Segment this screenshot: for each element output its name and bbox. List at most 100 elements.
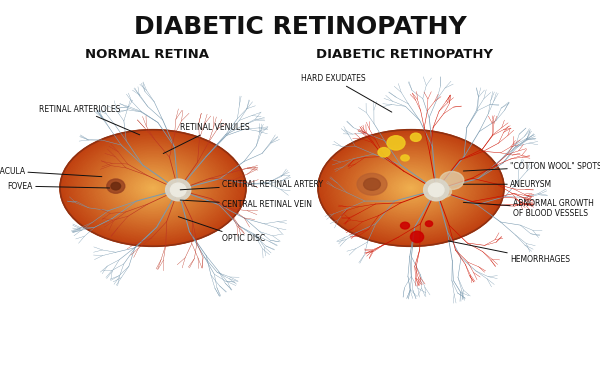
Ellipse shape xyxy=(85,145,221,231)
Ellipse shape xyxy=(383,170,439,205)
Ellipse shape xyxy=(386,173,436,203)
Ellipse shape xyxy=(86,146,220,230)
Ellipse shape xyxy=(347,148,475,228)
Ellipse shape xyxy=(356,154,466,222)
Ellipse shape xyxy=(145,183,161,193)
Ellipse shape xyxy=(395,178,427,198)
Ellipse shape xyxy=(118,166,188,210)
Ellipse shape xyxy=(104,158,202,218)
Ellipse shape xyxy=(152,187,154,189)
Text: ABNORMAL GROWTH
OF BLOOD VESSELS: ABNORMAL GROWTH OF BLOOD VESSELS xyxy=(463,199,594,218)
Ellipse shape xyxy=(109,160,197,216)
Ellipse shape xyxy=(166,179,191,201)
Ellipse shape xyxy=(350,150,472,226)
Ellipse shape xyxy=(348,149,474,227)
Ellipse shape xyxy=(368,161,454,215)
Text: DIABETIC RETINOPATHY: DIABETIC RETINOPATHY xyxy=(134,15,466,39)
Ellipse shape xyxy=(360,156,462,220)
Ellipse shape xyxy=(428,183,444,197)
Ellipse shape xyxy=(79,141,227,235)
Ellipse shape xyxy=(131,174,175,202)
Ellipse shape xyxy=(170,183,186,197)
Ellipse shape xyxy=(371,163,451,213)
Ellipse shape xyxy=(329,137,493,239)
Ellipse shape xyxy=(116,165,190,211)
Ellipse shape xyxy=(91,149,215,227)
Ellipse shape xyxy=(400,181,422,195)
Ellipse shape xyxy=(126,171,180,205)
Ellipse shape xyxy=(70,136,236,240)
Ellipse shape xyxy=(367,160,455,216)
Ellipse shape xyxy=(364,178,380,190)
Ellipse shape xyxy=(128,173,178,203)
Ellipse shape xyxy=(373,164,449,212)
Ellipse shape xyxy=(401,182,421,194)
Ellipse shape xyxy=(390,175,432,201)
Ellipse shape xyxy=(362,158,460,218)
Ellipse shape xyxy=(381,169,441,207)
Ellipse shape xyxy=(407,186,415,190)
Ellipse shape xyxy=(133,176,173,200)
Ellipse shape xyxy=(404,183,418,193)
Text: "COTTON WOOL" SPOTS: "COTTON WOOL" SPOTS xyxy=(463,162,600,171)
Ellipse shape xyxy=(325,134,497,242)
Ellipse shape xyxy=(401,222,409,229)
Ellipse shape xyxy=(144,182,162,194)
Ellipse shape xyxy=(61,130,245,246)
Ellipse shape xyxy=(343,145,479,231)
Ellipse shape xyxy=(440,171,464,190)
Ellipse shape xyxy=(359,155,463,221)
Ellipse shape xyxy=(340,144,482,232)
Ellipse shape xyxy=(130,173,176,203)
Ellipse shape xyxy=(98,154,208,222)
Ellipse shape xyxy=(353,152,469,224)
Ellipse shape xyxy=(132,175,174,201)
Ellipse shape xyxy=(68,135,238,241)
Ellipse shape xyxy=(88,147,218,229)
Ellipse shape xyxy=(398,180,424,196)
Ellipse shape xyxy=(107,159,199,217)
Ellipse shape xyxy=(337,141,485,235)
Ellipse shape xyxy=(103,157,203,219)
Ellipse shape xyxy=(81,143,225,233)
Ellipse shape xyxy=(388,173,434,203)
Ellipse shape xyxy=(143,182,163,194)
Ellipse shape xyxy=(66,133,240,243)
Text: NORMAL RETINA: NORMAL RETINA xyxy=(85,48,209,61)
Ellipse shape xyxy=(391,176,431,200)
Ellipse shape xyxy=(380,168,442,208)
Ellipse shape xyxy=(333,139,489,237)
Ellipse shape xyxy=(65,133,241,243)
Ellipse shape xyxy=(62,131,244,245)
Ellipse shape xyxy=(341,144,481,232)
Text: MACULA: MACULA xyxy=(0,167,102,177)
Ellipse shape xyxy=(73,138,233,238)
Ellipse shape xyxy=(357,173,387,195)
Ellipse shape xyxy=(127,172,179,204)
Ellipse shape xyxy=(384,171,438,205)
Ellipse shape xyxy=(82,144,224,232)
Text: FOVEA: FOVEA xyxy=(8,182,110,191)
Ellipse shape xyxy=(94,151,212,225)
Text: OPTIC DISC: OPTIC DISC xyxy=(178,217,265,243)
Ellipse shape xyxy=(378,148,390,157)
Ellipse shape xyxy=(410,231,424,243)
Ellipse shape xyxy=(331,138,491,238)
Ellipse shape xyxy=(146,183,160,193)
Ellipse shape xyxy=(119,167,187,209)
Ellipse shape xyxy=(354,152,468,224)
Text: ANEURYSM: ANEURYSM xyxy=(463,180,552,189)
Ellipse shape xyxy=(89,148,217,228)
Ellipse shape xyxy=(115,164,191,212)
Ellipse shape xyxy=(124,170,182,206)
Ellipse shape xyxy=(137,178,169,198)
Ellipse shape xyxy=(80,142,226,234)
Ellipse shape xyxy=(70,136,236,241)
Ellipse shape xyxy=(397,179,425,197)
Ellipse shape xyxy=(134,176,172,200)
Ellipse shape xyxy=(67,134,239,242)
Ellipse shape xyxy=(424,179,449,201)
Ellipse shape xyxy=(376,166,446,210)
Ellipse shape xyxy=(122,168,184,208)
Ellipse shape xyxy=(374,165,448,211)
